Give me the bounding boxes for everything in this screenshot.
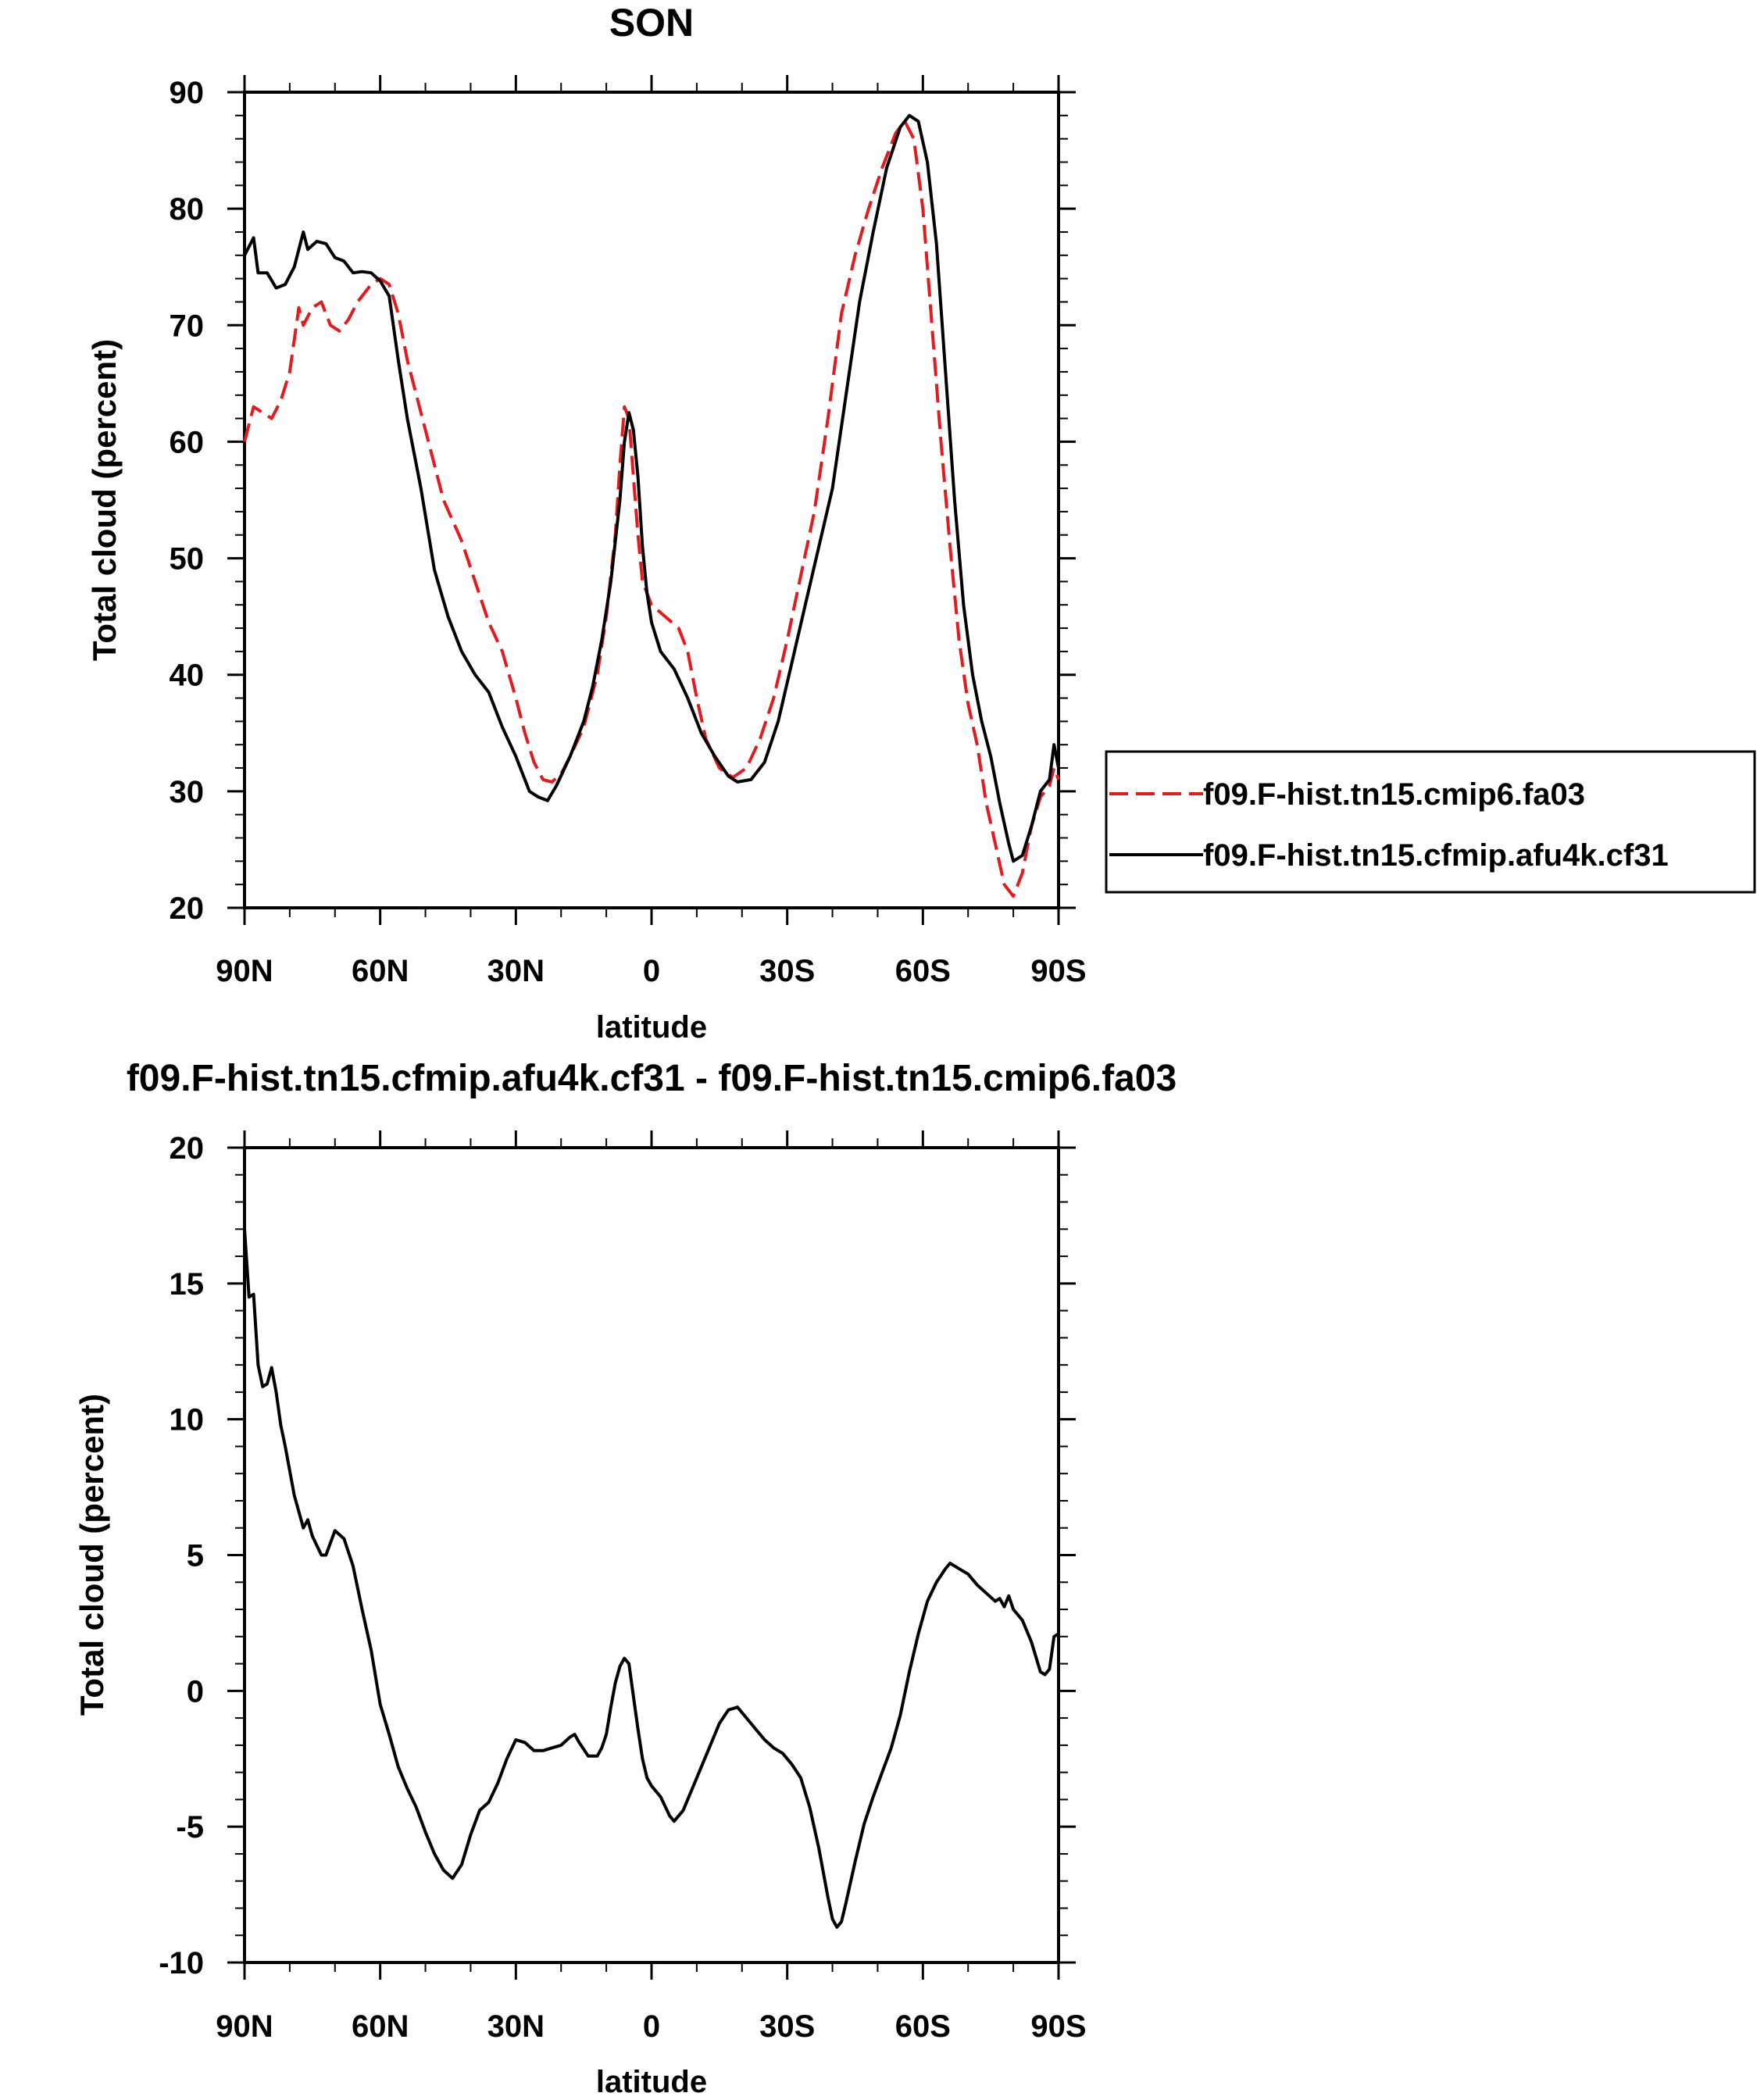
x-axis-label: latitude: [596, 1010, 707, 1045]
y-axis-label: Total cloud (percent): [86, 339, 123, 661]
plot-frame: [243, 91, 1060, 909]
x-tick-label: 90N: [216, 2009, 273, 2044]
top-panel: 90N 60N 30N 0 30S 60S 90S 20 30 40 50 60 70 80 90 SON la…: [86, 1, 1756, 1045]
legend: f09.F-hist.tn15.cmip6.fa03 f09.F-hist.tn1…: [1105, 750, 1756, 894]
series-line-1: [243, 113, 1060, 863]
y-tick-label: 20: [170, 1131, 205, 1166]
y-tick-label: 60: [170, 425, 205, 459]
bottom-panel: 90N 60N 30N 0 30S 60S 90S -10 -5 0 5 10 15 20 f09.F-hi…: [73, 1058, 1177, 2099]
y-tick-label: 70: [170, 309, 205, 343]
x-tick-label: 60N: [352, 954, 409, 988]
y-tick-label: 15: [170, 1267, 205, 1302]
y-tick-label: 40: [170, 659, 205, 693]
x-tick-label: 30S: [759, 954, 815, 988]
y-tick-label: 5: [187, 1539, 204, 1573]
x-tick-label: 0: [643, 2009, 660, 2044]
x-tick-label: 30N: [487, 954, 545, 988]
x-tick-label: 90N: [216, 954, 273, 988]
legend-label-0: f09.F-hist.tn15.cmip6.fa03: [1203, 777, 1585, 812]
chart-title: SON: [609, 1, 694, 45]
y-tick-label: 80: [170, 192, 205, 227]
y-tick-label: 20: [170, 891, 205, 926]
y-axis-label: Total cloud (percent): [73, 1394, 110, 1716]
y-tick-label: 0: [187, 1674, 204, 1709]
y-tick-label: 10: [170, 1403, 205, 1438]
plot-frame: [243, 1146, 1060, 1964]
y-tick-label: 90: [170, 76, 205, 110]
series-line-0: [243, 1229, 1060, 1929]
x-tick-label: 30N: [487, 2009, 545, 2044]
y-tick-label: 50: [170, 542, 205, 577]
x-tick-label: 90S: [1030, 954, 1086, 988]
x-tick-label: 90S: [1030, 2009, 1086, 2044]
legend-label-1: f09.F-hist.tn15.cfmip.afu4k.cf31: [1203, 838, 1669, 873]
x-tick-label: 30S: [759, 2009, 815, 2044]
x-tick-label: 60S: [895, 954, 951, 988]
x-tick-label: 60N: [352, 2009, 409, 2044]
y-tick-label: -5: [176, 1810, 204, 1845]
legend-box: [1105, 750, 1756, 894]
x-tick-label: 0: [643, 954, 660, 988]
x-axis-label: latitude: [596, 2065, 707, 2099]
x-tick-label: 60S: [895, 2009, 951, 2044]
y-tick-label: -10: [159, 1946, 204, 1980]
chart-title: f09.F-hist.tn15.cfmip.afu4k.cf31 - f09.F…: [127, 1058, 1177, 1099]
y-tick-label: 30: [170, 775, 205, 809]
series-line-0: [243, 120, 1060, 898]
